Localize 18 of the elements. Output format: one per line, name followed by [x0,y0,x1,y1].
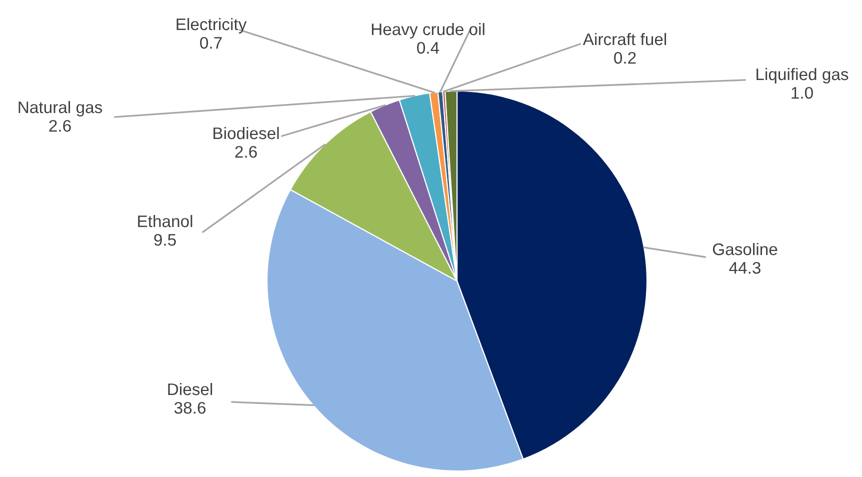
data-label: 1.0 [792,86,813,99]
data-label: 2.6 [49,120,71,132]
slice-label: Liquified gas [756,68,848,84]
slice-label: Biodiesel [214,126,279,140]
slice-label: Electricity [176,18,247,34]
data-label: 2.6 [235,146,257,158]
data-label: 0.7 [200,36,222,49]
data-label: 0.4 [417,42,440,54]
data-label: 0.2 [614,52,636,64]
slice-label: Natural gas [18,100,102,116]
data-label: 44.3 [729,262,760,274]
slice-label: Diesel [168,382,212,396]
slice-label: Aircraft fuel [582,32,666,46]
slice-label: Heavy crude oil [372,22,484,38]
slice-label: Ethanol [138,214,192,228]
data-label: 9.5 [154,234,176,246]
data-label: 38.6 [174,402,206,414]
slice-label: Gasoline [712,242,778,256]
